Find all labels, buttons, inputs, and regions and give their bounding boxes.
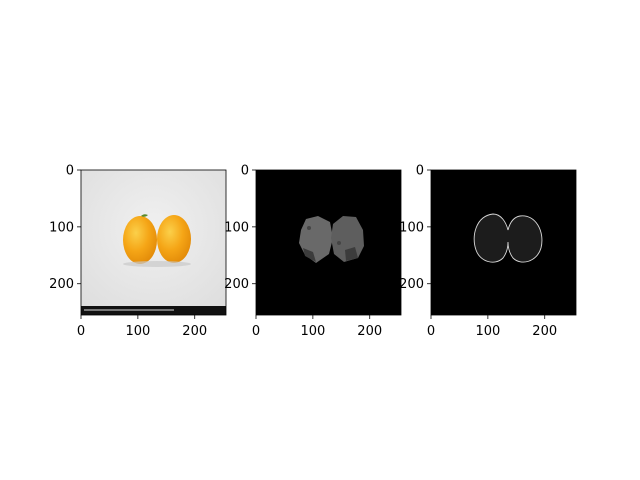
watermark-text	[84, 309, 174, 311]
y-tick-label: 100	[399, 220, 424, 235]
axes-frame-1	[80, 169, 227, 316]
x-tick-label: 0	[427, 324, 435, 339]
panel-edges	[430, 169, 577, 316]
fruit-right	[157, 215, 191, 263]
x-tick-label: 100	[125, 324, 150, 339]
x-tick-label: 0	[252, 324, 260, 339]
x-tick-label: 100	[300, 324, 325, 339]
y-tick-label: 0	[241, 164, 249, 179]
x-tick-label: 100	[475, 324, 500, 339]
segment-spot-2	[337, 241, 341, 245]
fruit-leaf	[141, 214, 148, 217]
segment-spot-1	[307, 226, 311, 230]
y-tick-label: 100	[49, 220, 74, 235]
x-tick-label: 200	[357, 324, 382, 339]
y-tick-label: 0	[66, 164, 74, 179]
x-tick-label: 200	[182, 324, 207, 339]
tick-layer: 0 100 200 0 100 200 0 100 200 0 100 200 0 100 200 0 100 2…	[49, 164, 557, 340]
panel-segmentation	[255, 169, 402, 316]
y-tick-label: 0	[416, 164, 424, 179]
panel-photo	[80, 169, 227, 316]
y-tick-label: 200	[399, 277, 424, 292]
axes-frame-3	[430, 169, 577, 316]
fruit-shadow	[123, 261, 191, 267]
segment-shade-2	[345, 247, 358, 261]
x-tick-label: 200	[532, 324, 557, 339]
x-tick-label: 0	[77, 324, 85, 339]
fruit-left	[123, 216, 157, 264]
y-tick-label: 200	[224, 277, 249, 292]
segment-shade-1	[303, 248, 316, 262]
y-tick-label: 200	[49, 277, 74, 292]
y-tick-label: 100	[224, 220, 249, 235]
axes-frame-2	[255, 169, 402, 316]
edge-contour	[473, 213, 543, 263]
